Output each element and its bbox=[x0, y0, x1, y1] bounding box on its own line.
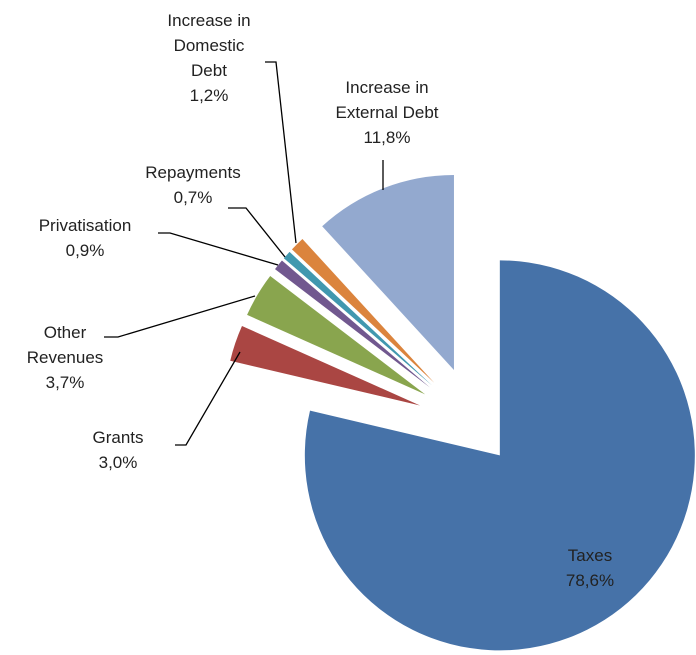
slice-label: Other Revenues 3,7% bbox=[15, 320, 115, 395]
slice-label: Grants 3,0% bbox=[78, 425, 158, 475]
pie-slice bbox=[291, 239, 435, 383]
slice-label: Increase in External Debt 11,8% bbox=[312, 75, 462, 150]
leader-lines bbox=[104, 61, 384, 446]
value-label: 3,7% bbox=[45, 373, 85, 392]
category-label: Increase in External Debt bbox=[335, 78, 439, 122]
category-label: Grants bbox=[92, 428, 144, 447]
value-label: 3,0% bbox=[98, 453, 138, 472]
category-label: Increase in Domestic Debt bbox=[167, 11, 251, 80]
leader-line bbox=[104, 295, 256, 338]
slice-label: Taxes 78,6% bbox=[545, 543, 635, 593]
value-label: 11,8% bbox=[363, 128, 411, 147]
pie-slice bbox=[247, 275, 426, 395]
category-label: Privatisation bbox=[38, 216, 132, 235]
value-label: 0,9% bbox=[65, 241, 105, 260]
slice-label: Repayments 0,7% bbox=[118, 160, 268, 210]
slice-label: Privatisation 0,9% bbox=[10, 213, 160, 263]
pie-slice bbox=[283, 251, 432, 386]
value-label: 0,7% bbox=[173, 188, 213, 207]
value-label: 1,2% bbox=[189, 86, 229, 105]
leader-line bbox=[265, 61, 297, 244]
pie-slice bbox=[230, 325, 421, 406]
leader-line bbox=[158, 232, 279, 266]
value-label: 78,6% bbox=[565, 571, 615, 590]
leader-line bbox=[175, 351, 241, 446]
category-label: Other Revenues bbox=[26, 323, 104, 367]
pie-slice bbox=[322, 174, 454, 370]
category-label: Taxes bbox=[567, 546, 613, 565]
slice-label: Increase in Domestic Debt 1,2% bbox=[159, 8, 259, 108]
pie-slice bbox=[304, 260, 695, 651]
pie-slice bbox=[274, 260, 430, 388]
category-label: Repayments bbox=[145, 163, 241, 182]
leader-line bbox=[228, 207, 286, 258]
